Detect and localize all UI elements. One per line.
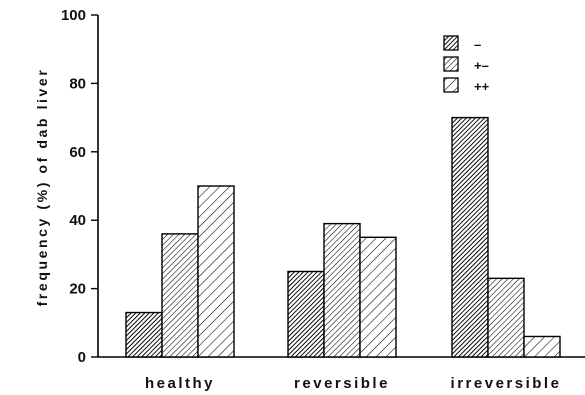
legend-swatch-2 <box>443 56 459 72</box>
y-ticks: 0 20 40 60 80 100 <box>61 7 98 366</box>
y-tick-label: 60 <box>69 144 86 161</box>
legend-label-1: – <box>474 37 481 52</box>
bar-reversible-series-2 <box>323 222 361 358</box>
legend-label-2: +– <box>474 58 489 73</box>
y-tick-label: 40 <box>69 212 86 229</box>
x-tick-label-healthy: healthy <box>145 375 215 392</box>
bar-irreversible-series-3 <box>523 335 561 358</box>
y-tick-label: 100 <box>61 7 86 24</box>
legend-label-3: ++ <box>474 79 490 94</box>
legend: – +– ++ <box>443 35 490 94</box>
bar-healthy-series-2 <box>161 233 199 358</box>
y-tick-label: 0 <box>78 349 86 366</box>
x-tick-labels: healthy reversible irreversible <box>145 375 562 392</box>
x-tick-label-irreversible: irreversible <box>451 375 562 392</box>
bar-healthy-series-3 <box>197 185 235 358</box>
bar-healthy-series-1 <box>125 311 163 358</box>
bar-reversible-series-1 <box>287 270 325 358</box>
y-tick-label: 80 <box>69 75 86 92</box>
x-tick-label-reversible: reversible <box>294 375 390 392</box>
legend-swatch-3 <box>443 77 459 93</box>
bar-reversible-series-3 <box>359 236 397 358</box>
y-axis-label: frequency (%) of dab liver <box>34 68 50 307</box>
bars <box>125 116 561 358</box>
y-tick-label: 20 <box>69 281 86 298</box>
bar-irreversible-series-2 <box>487 277 525 358</box>
legend-swatch-1 <box>443 35 459 51</box>
bar-irreversible-series-1 <box>451 116 489 358</box>
